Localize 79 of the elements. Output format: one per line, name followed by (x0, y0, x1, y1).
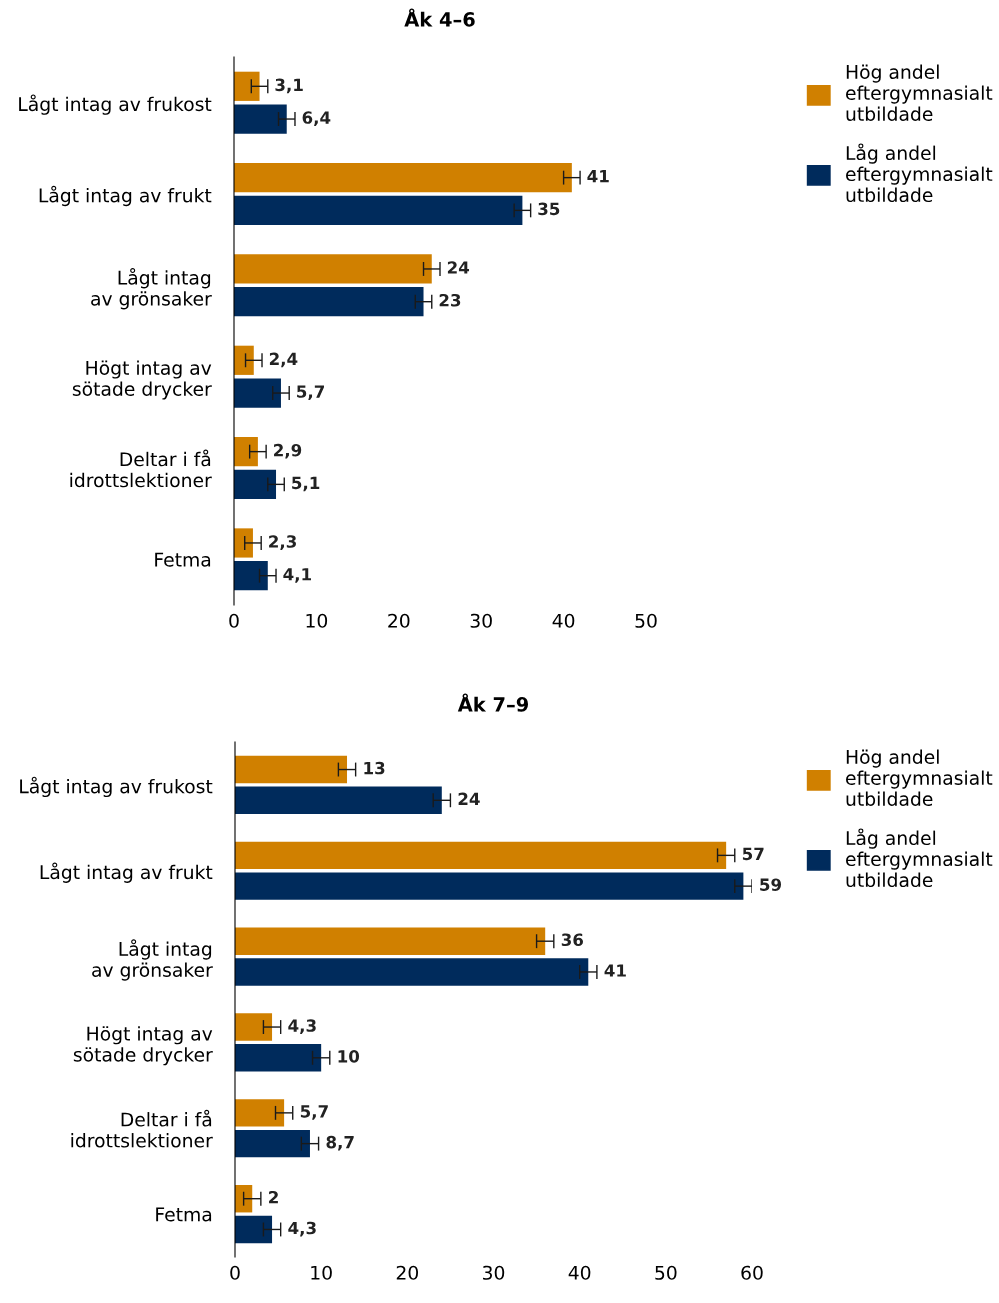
y-tick-label: Deltar i få idrottslektioner (71, 1109, 213, 1148)
bar (234, 469, 277, 499)
y-tick-label: Högt intag av sötade drycker (73, 1026, 213, 1066)
data-label: 24 (447, 261, 470, 274)
bar (234, 561, 268, 591)
y-tick-label: Högt intag av sötade drycker (72, 360, 212, 400)
data-label: 4,1 (283, 568, 311, 583)
data-label: 4,3 (288, 1221, 316, 1237)
y-tick-label: Lågt intag av grönsaker (91, 268, 212, 310)
x-tick-label: 40 (552, 613, 575, 628)
legend-label: Låg andel eftergymnasialt utbildade (846, 828, 993, 888)
y-tick-label: Lågt intag av frukost (19, 94, 212, 115)
data-label: 2,3 (269, 535, 296, 550)
bar (234, 195, 523, 225)
bar (235, 1044, 322, 1072)
bar (234, 345, 254, 375)
data-label: 41 (604, 964, 626, 977)
bar (235, 1184, 253, 1213)
bar (235, 1215, 273, 1244)
data-label: 24 (458, 792, 480, 805)
data-label: 41 (587, 170, 609, 183)
data-label: 5,1 (292, 476, 320, 492)
x-tick-label: 50 (655, 1265, 677, 1280)
x-tick-label: 0 (229, 613, 239, 628)
x-tick-label: 10 (306, 613, 328, 628)
x-tick-label: 60 (741, 1265, 763, 1280)
data-label: 4,3 (288, 1019, 316, 1034)
bar (234, 378, 281, 408)
data-label: 10 (338, 1050, 360, 1063)
bar (234, 437, 258, 467)
data-label: 13 (364, 761, 385, 775)
y-tick-label: Lågt intag av frukost (20, 776, 213, 798)
bar (235, 755, 348, 784)
y-tick-label: Lågt intag av grönsaker (92, 939, 213, 981)
x-tick-label: 50 (635, 613, 657, 628)
x-tick-label: 20 (388, 613, 410, 628)
data-label: 8,7 (326, 1135, 354, 1151)
legend-label: Låg andel eftergymnasialt utbildade (846, 143, 993, 203)
bar (235, 927, 546, 955)
bar (235, 841, 727, 870)
y-tick-label: Deltar i få idrottslektioner (70, 449, 212, 488)
data-label: 5,7 (300, 1105, 328, 1120)
y-tick-label: Fetma (155, 552, 211, 567)
x-tick-label: 20 (396, 1265, 419, 1280)
chart-title: Åk 4–6 (404, 8, 475, 27)
x-tick-label: 30 (483, 1265, 505, 1280)
y-tick-label: Lågt intag av frukt (39, 185, 212, 207)
bar (235, 1013, 273, 1041)
x-tick-label: 0 (230, 1265, 240, 1280)
bar (235, 1099, 285, 1127)
data-label: 57 (742, 847, 764, 861)
bar (235, 958, 589, 986)
data-label: 5,7 (297, 385, 324, 400)
chart-title: Åk 7–9 (457, 693, 529, 712)
data-label: 35 (538, 202, 560, 216)
bar (235, 786, 442, 815)
bar (234, 287, 424, 317)
bar (234, 528, 253, 558)
data-label: 36 (561, 933, 584, 947)
legend-label: Hög andel eftergymnasialt utbildade (846, 64, 993, 122)
data-label: 59 (760, 878, 782, 891)
bar (235, 872, 744, 900)
bar (234, 104, 287, 134)
y-tick-label: Lågt intag av frukt (40, 862, 213, 883)
bar (234, 71, 260, 101)
y-tick-label: Fetma (156, 1207, 212, 1222)
legend-label: Hög andel eftergymnasialt utbildade (846, 749, 993, 807)
data-label: 3,1 (275, 78, 303, 94)
data-label: 2 (269, 1190, 278, 1204)
bar (234, 254, 432, 284)
data-label: 2,4 (269, 352, 298, 368)
x-tick-label: 40 (568, 1265, 591, 1280)
data-label: 23 (439, 293, 461, 307)
x-tick-label: 10 (311, 1265, 332, 1280)
bar (234, 163, 572, 193)
data-label: 6,4 (302, 111, 331, 126)
data-label: 2,9 (274, 443, 302, 459)
bar (235, 1129, 310, 1158)
x-tick-label: 30 (470, 613, 492, 628)
